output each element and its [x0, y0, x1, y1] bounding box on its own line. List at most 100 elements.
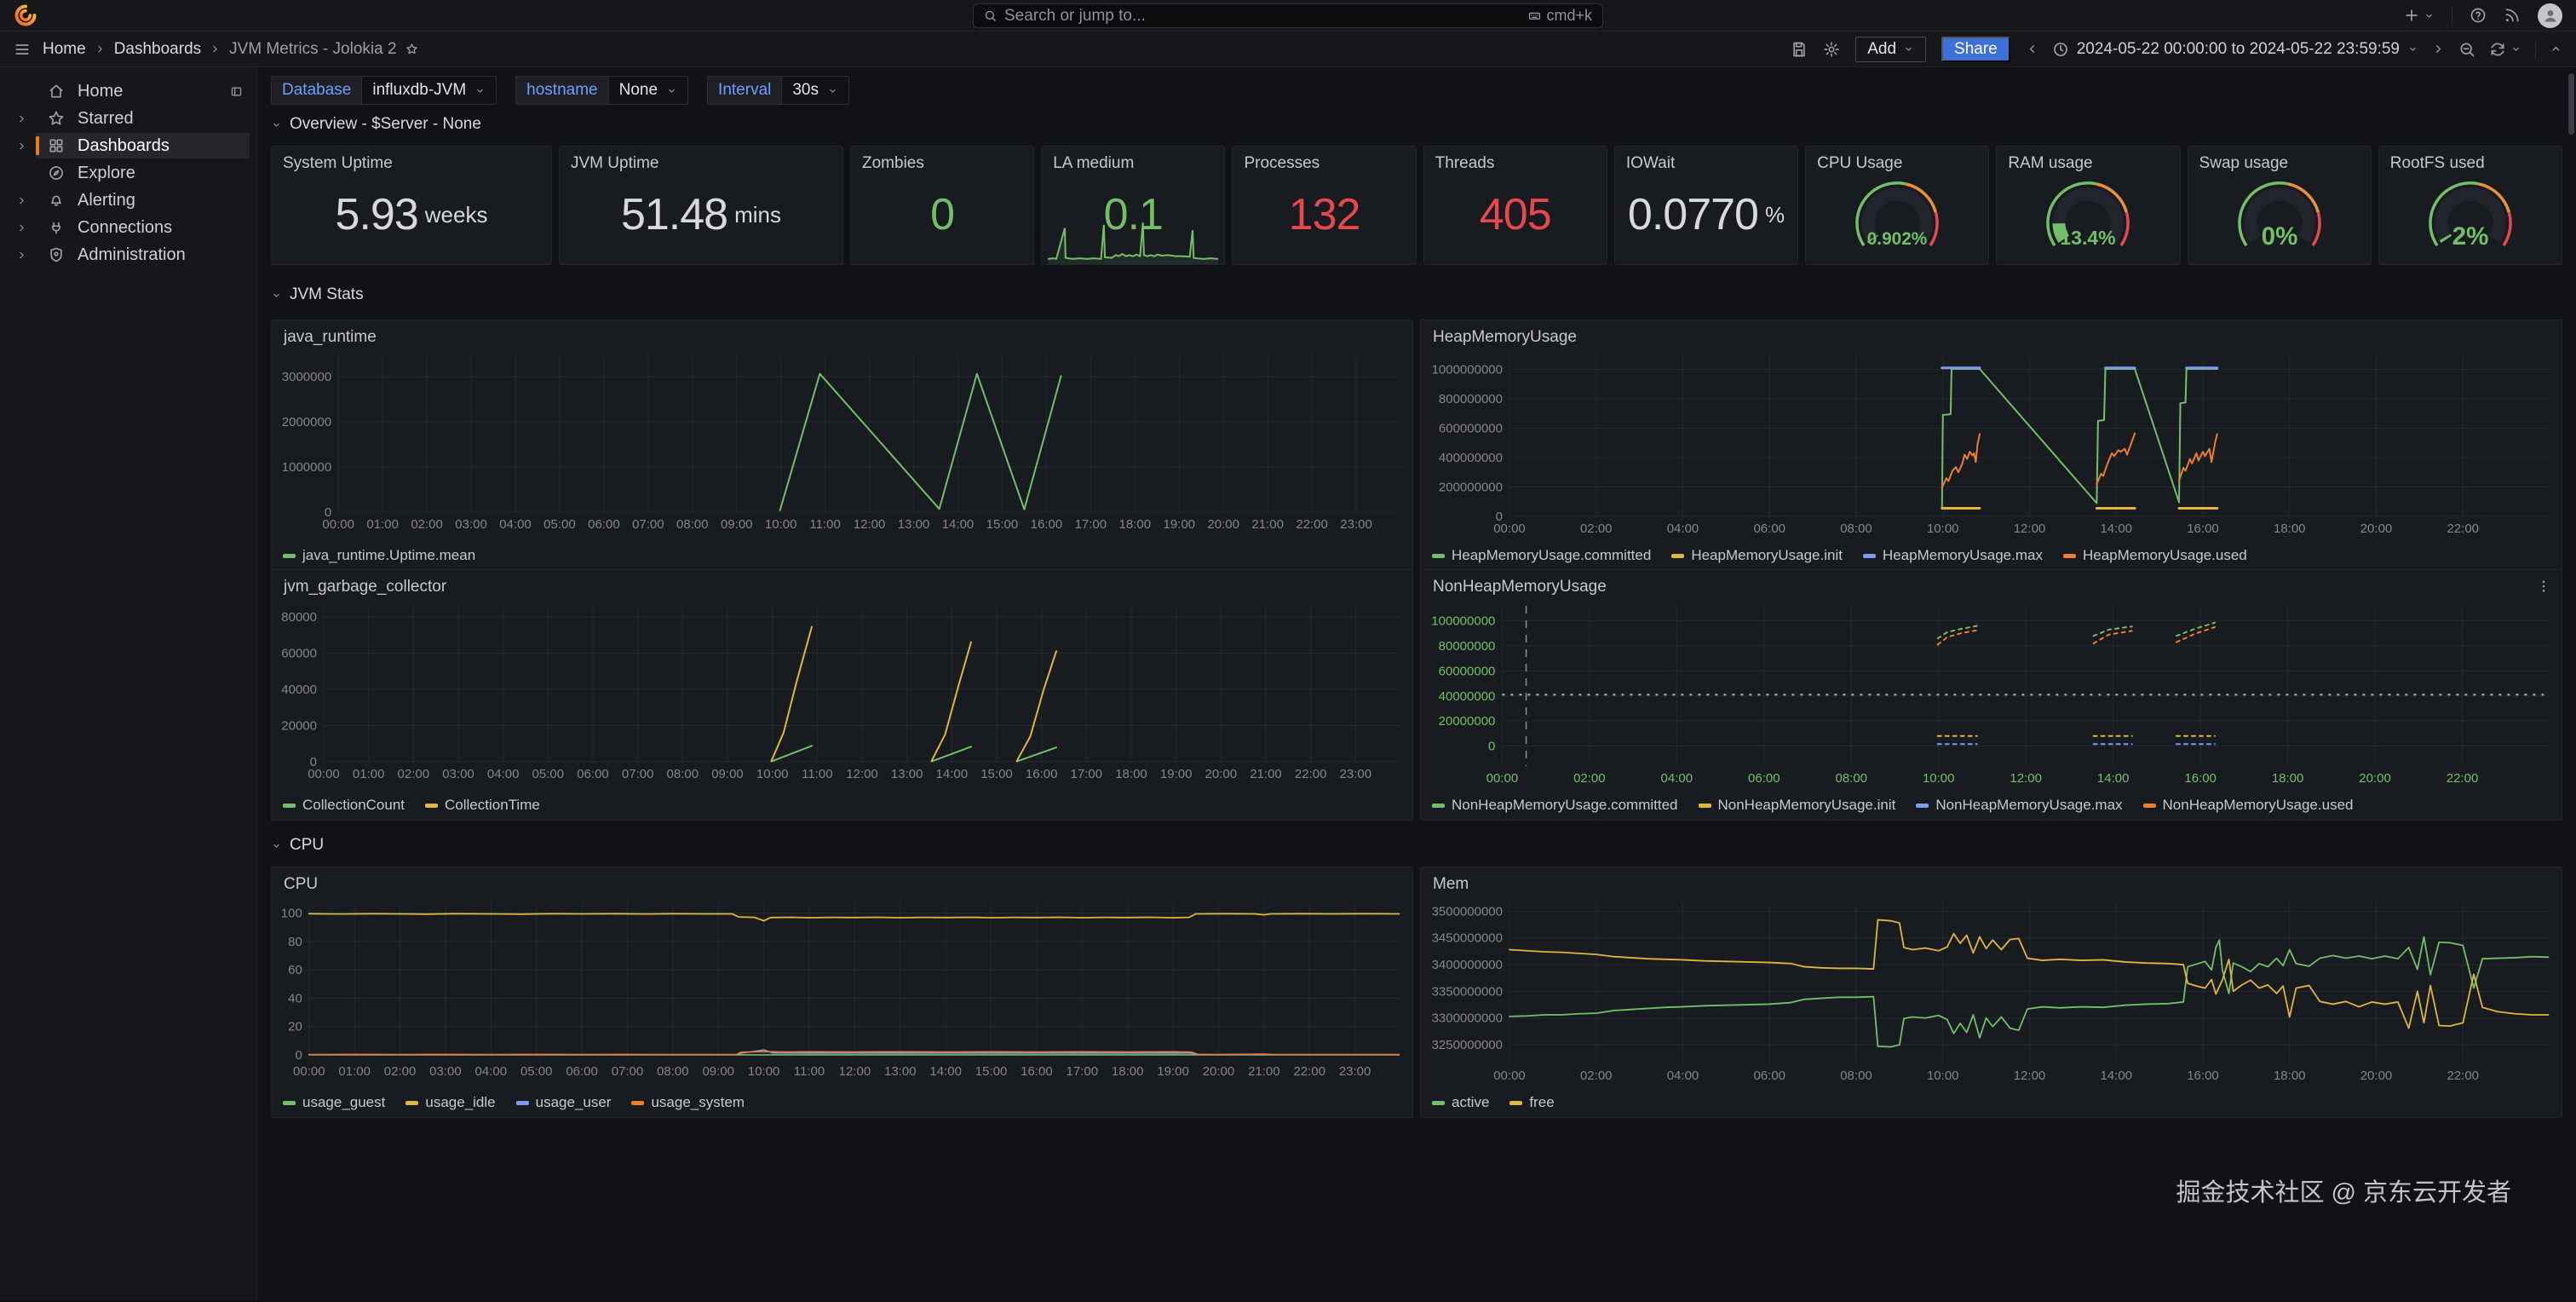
- variable-hostname[interactable]: hostname None: [515, 76, 689, 105]
- panel-processes[interactable]: Processes 132: [1232, 146, 1417, 265]
- sidebar-item-administration[interactable]: Administration: [7, 241, 250, 268]
- search-bar[interactable]: cmd+k: [973, 3, 1603, 28]
- nonheap-memory-chart[interactable]: 0 20000000 40000000 60000000 80000000 1000000…: [1421, 599, 2562, 791]
- legend-label: HeapMemoryUsage.init: [1691, 547, 1843, 563]
- search-input[interactable]: [1004, 6, 1521, 26]
- legend-item[interactable]: HeapMemoryUsage.max: [1862, 547, 2043, 564]
- sidebar-item-home[interactable]: Home: [7, 78, 250, 105]
- dock-menu-icon[interactable]: [230, 85, 243, 98]
- refresh-picker[interactable]: [2489, 41, 2521, 58]
- panel-title[interactable]: Mem: [1433, 875, 1469, 893]
- panel-system-uptime[interactable]: System Uptime 5.93 weeks: [271, 146, 552, 265]
- panel-mem[interactable]: Mem 3250000000 3300000000 3350000000 340000…: [1420, 867, 2562, 1118]
- panel-cpu-usage-gauge[interactable]: CPU Usage 0.902%: [1805, 146, 1990, 265]
- zoom-out-icon[interactable]: [2458, 41, 2475, 58]
- new-button[interactable]: [2403, 7, 2435, 24]
- java-runtime-chart[interactable]: 0 1000000 2000000 3000000 00:00 01:00 02:00 03:…: [272, 349, 1412, 541]
- add-button[interactable]: Add: [1855, 36, 1927, 62]
- svg-text:20:00: 20:00: [1207, 517, 1239, 532]
- dashboard-settings-icon[interactable]: [1823, 41, 1840, 58]
- legend-item[interactable]: NonHeapMemoryUsage.committed: [1432, 797, 1678, 814]
- panel-iowait[interactable]: IOWait 0.0770%: [1613, 146, 1799, 265]
- sidebar-item-explore[interactable]: Explore: [7, 159, 250, 187]
- chevron-right-icon[interactable]: [16, 195, 27, 206]
- panel-menu-icon[interactable]: [2536, 579, 2551, 594]
- save-dashboard-icon[interactable]: [1791, 41, 1808, 58]
- legend-item[interactable]: CollectionCount: [283, 797, 405, 814]
- favorite-star-icon[interactable]: [405, 43, 418, 55]
- legend-item[interactable]: free: [1509, 1094, 1555, 1111]
- panel-heap-memory-usage[interactable]: HeapMemoryUsage 0 200000000 400000000 60000…: [1420, 320, 2562, 571]
- svg-text:0: 0: [325, 505, 331, 520]
- sidebar-item-connections[interactable]: Connections: [7, 214, 250, 241]
- legend-item[interactable]: NonHeapMemoryUsage.init: [1698, 797, 1895, 814]
- breadcrumb-home[interactable]: Home: [43, 39, 86, 58]
- legend-item[interactable]: HeapMemoryUsage.used: [2062, 547, 2247, 564]
- panel-ram-usage-gauge[interactable]: RAM usage 13.4%: [1996, 146, 2181, 265]
- svg-text:18:00: 18:00: [1115, 767, 1147, 781]
- sidebar-item-dashboards[interactable]: Dashboards: [7, 132, 250, 159]
- legend-item[interactable]: NonHeapMemoryUsage.used: [2142, 797, 2353, 814]
- svg-text:2000000: 2000000: [282, 415, 331, 429]
- time-range-label: 2024-05-22 00:00:00 to 2024-05-22 23:59:…: [2076, 39, 2400, 58]
- row-header-jvm-stats[interactable]: JVM Stats: [271, 284, 2562, 306]
- chevron-right-icon[interactable]: [16, 141, 27, 152]
- legend-item[interactable]: usage_idle: [405, 1094, 496, 1111]
- mem-chart[interactable]: 3250000000 3300000000 3350000000 3400000000…: [1421, 896, 2562, 1088]
- legend-swatch: [515, 1100, 529, 1105]
- legend-item[interactable]: HeapMemoryUsage.init: [1671, 547, 1843, 564]
- panel-jvm-garbage-collector[interactable]: jvm_garbage_collector 0 20000 40000 60000 80…: [271, 569, 1413, 821]
- panel-title[interactable]: NonHeapMemoryUsage: [1433, 578, 1607, 596]
- time-forward-icon[interactable]: [2432, 43, 2445, 55]
- panel-cpu[interactable]: CPU 0 20 40 60 80 100 00:00 01:00 02:00 03:00 04:0…: [271, 867, 1413, 1118]
- row-header-overview[interactable]: Overview - $Server - None: [271, 113, 2562, 135]
- heap-memory-chart[interactable]: 0 200000000 400000000 600000000 800000000 100…: [1421, 349, 2562, 541]
- legend-item[interactable]: active: [1432, 1094, 1489, 1111]
- legend-item[interactable]: usage_user: [515, 1094, 611, 1111]
- legend-item[interactable]: NonHeapMemoryUsage.max: [1916, 797, 2123, 814]
- variable-interval[interactable]: Interval 30s: [707, 76, 849, 105]
- chevron-down-icon: [273, 293, 279, 297]
- panel-threads[interactable]: Threads 405: [1423, 146, 1607, 265]
- sidebar-item-starred[interactable]: Starred: [7, 105, 250, 132]
- cpu-chart[interactable]: 0 20 40 60 80 100 00:00 01:00 02:00 03:00 04:00 05:…: [272, 896, 1412, 1088]
- panel-swap-usage-gauge[interactable]: Swap usage 0%: [2187, 146, 2372, 265]
- panel-title[interactable]: CPU: [284, 875, 319, 893]
- garbage-collector-chart[interactable]: 0 20000 40000 60000 80000 00:00 01:00 02:00 03:0…: [272, 599, 1412, 791]
- legend-item[interactable]: java_runtime.Uptime.mean: [283, 547, 475, 564]
- panel-java-runtime[interactable]: java_runtime 0 1000000 2000000 3000000 00:00…: [271, 320, 1413, 571]
- panel-jvm-uptime[interactable]: JVM Uptime 51.48 mins: [559, 146, 843, 265]
- row-header-cpu[interactable]: CPU: [271, 834, 2562, 856]
- menu-icon[interactable]: [14, 41, 31, 58]
- legend-label: usage_idle: [425, 1094, 496, 1110]
- legend-item[interactable]: usage_guest: [283, 1094, 385, 1111]
- legend-item[interactable]: CollectionTime: [425, 797, 540, 814]
- grafana-logo-icon[interactable]: [14, 3, 37, 27]
- user-avatar[interactable]: [2538, 3, 2562, 28]
- panel-title[interactable]: jvm_garbage_collector: [284, 578, 447, 596]
- help-icon[interactable]: [2470, 7, 2487, 24]
- sidebar-item-alerting[interactable]: Alerting: [7, 187, 250, 214]
- panel-title[interactable]: java_runtime: [284, 328, 377, 346]
- legend-item[interactable]: usage_system: [631, 1094, 745, 1111]
- variable-database[interactable]: Database influxdb-JVM: [271, 76, 497, 105]
- panel-rootfs-used-gauge[interactable]: RootFS used 2%: [2378, 146, 2562, 265]
- panel-nonheap-memory-usage[interactable]: NonHeapMemoryUsage 0 20000000 40000000 6000…: [1420, 569, 2562, 821]
- svg-text:0.902%: 0.902%: [1867, 229, 1928, 249]
- news-icon[interactable]: [2504, 7, 2521, 24]
- time-back-icon[interactable]: [2026, 43, 2038, 55]
- chevron-right-icon[interactable]: [16, 250, 27, 261]
- share-button[interactable]: Share: [1941, 36, 2010, 62]
- panel-title[interactable]: HeapMemoryUsage: [1433, 328, 1577, 346]
- legend-item[interactable]: HeapMemoryUsage.committed: [1432, 547, 1651, 564]
- collapse-topbar-icon[interactable]: [2550, 43, 2562, 55]
- scrollbar-thumb[interactable]: [2568, 73, 2574, 135]
- panel-zombies[interactable]: Zombies 0: [850, 146, 1035, 265]
- panel-la-medium[interactable]: LA medium 0.1: [1041, 146, 1226, 265]
- svg-text:3300000000: 3300000000: [1432, 1011, 1503, 1026]
- chevron-right-icon[interactable]: [16, 113, 27, 124]
- time-range-picker[interactable]: 2024-05-22 00:00:00 to 2024-05-22 23:59:…: [2052, 40, 2418, 59]
- legend-swatch: [1916, 803, 1929, 808]
- breadcrumb-dashboards[interactable]: Dashboards: [113, 39, 202, 58]
- chevron-right-icon[interactable]: [16, 222, 27, 233]
